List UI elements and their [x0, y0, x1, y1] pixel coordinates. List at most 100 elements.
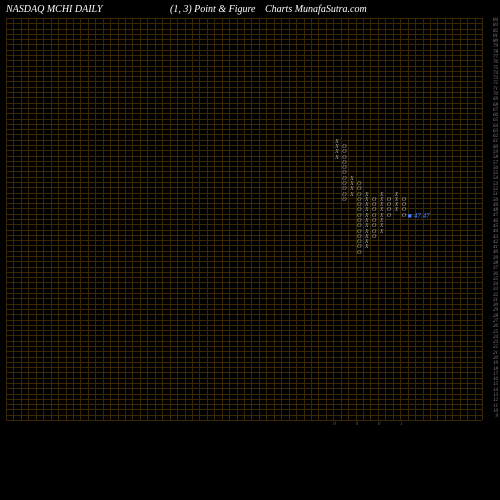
- y-axis-tick: 50: [484, 198, 498, 203]
- pnf-x-mark: X: [378, 214, 385, 219]
- y-axis-tick: 42: [484, 240, 498, 245]
- pnf-x-mark: X: [393, 208, 400, 213]
- pnf-x-mark: X: [378, 193, 385, 198]
- y-axis-tick: 79: [484, 44, 498, 49]
- y-axis-tick: 43: [484, 235, 498, 240]
- pnf-x-mark: X: [363, 208, 370, 213]
- pnf-x-mark: X: [378, 224, 385, 229]
- pnf-x-mark: X: [363, 193, 370, 198]
- y-axis-tick: 57: [484, 161, 498, 166]
- y-axis-tick: 52: [484, 187, 498, 192]
- y-axis-tick: 12: [484, 398, 498, 403]
- y-axis-tick: 63: [484, 129, 498, 134]
- y-axis-tick: 29: [484, 308, 498, 313]
- y-axis-tick: 55: [484, 171, 498, 176]
- y-axis-tick: 64: [484, 124, 498, 129]
- y-axis-tick: 58: [484, 155, 498, 160]
- x-axis-tick: 0: [378, 422, 381, 427]
- y-axis-tick: 25: [484, 330, 498, 335]
- pnf-o-mark: O: [385, 214, 392, 219]
- pnf-x-mark: X: [363, 230, 370, 235]
- x-axis-tick: 1: [400, 422, 403, 427]
- y-axis-tick: 34: [484, 282, 498, 287]
- y-axis-tick: 28: [484, 314, 498, 319]
- y-axis-tick: 22: [484, 345, 498, 350]
- current-price-marker: 47.47: [408, 212, 430, 220]
- pnf-o-mark: O: [370, 235, 377, 240]
- pnf-o-mark: O: [341, 198, 348, 203]
- y-axis-tick: 61: [484, 139, 498, 144]
- pnf-x-mark: X: [348, 182, 355, 187]
- pnf-x-mark: X: [378, 230, 385, 235]
- y-axis-tick: 21: [484, 351, 498, 356]
- y-axis-tick: 59: [484, 150, 498, 155]
- y-axis-tick: 66: [484, 113, 498, 118]
- pnf-x-mark: X: [363, 224, 370, 229]
- x-axis-labels: 0001: [6, 422, 482, 430]
- y-axis-tick: 78: [484, 50, 498, 55]
- y-axis-tick: 35: [484, 277, 498, 282]
- y-axis-tick: 74: [484, 71, 498, 76]
- chart-title: NASDAQ MCHI DAILY: [6, 4, 102, 15]
- y-axis-tick: 32: [484, 293, 498, 298]
- y-axis-tick: 36: [484, 272, 498, 277]
- y-axis-tick: 81: [484, 34, 498, 39]
- y-axis-tick: 49: [484, 203, 498, 208]
- pnf-x-mark: X: [393, 203, 400, 208]
- pnf-x-mark: X: [363, 219, 370, 224]
- pnf-x-mark: X: [348, 187, 355, 192]
- y-axis-tick: 9: [484, 414, 498, 419]
- y-axis-tick: 14: [484, 388, 498, 393]
- y-axis-tick: 10: [484, 409, 498, 414]
- pnf-x-mark: X: [363, 245, 370, 250]
- y-axis-tick: 75: [484, 66, 498, 71]
- y-axis-tick: 19: [484, 361, 498, 366]
- y-axis-tick: 17: [484, 372, 498, 377]
- pnf-x-mark: X: [363, 198, 370, 203]
- y-axis-tick: 68: [484, 103, 498, 108]
- y-axis-tick: 46: [484, 219, 498, 224]
- y-axis-tick: 16: [484, 377, 498, 382]
- y-axis-tick: 45: [484, 224, 498, 229]
- y-axis-tick: 39: [484, 256, 498, 261]
- y-axis-tick: 24: [484, 335, 498, 340]
- y-axis-tick: 73: [484, 76, 498, 81]
- pnf-x-mark: X: [378, 203, 385, 208]
- y-axis-tick: 77: [484, 55, 498, 60]
- y-axis-tick: 84: [484, 18, 498, 23]
- pnf-x-mark: X: [348, 193, 355, 198]
- y-axis-tick: 60: [484, 145, 498, 150]
- chart-grid: XXXXOOOOOOOOOOOXXXXOOOOOOOOOOOOOOXXXXXXX…: [6, 18, 482, 420]
- y-axis-tick: 71: [484, 87, 498, 92]
- pnf-x-mark: X: [363, 240, 370, 245]
- pnf-o-mark: O: [400, 214, 407, 219]
- y-axis-tick: 15: [484, 382, 498, 387]
- y-axis-tick: 53: [484, 182, 498, 187]
- y-axis-tick: 30: [484, 303, 498, 308]
- pnf-x-mark: X: [378, 198, 385, 203]
- y-axis-tick: 48: [484, 208, 498, 213]
- y-axis-tick: 83: [484, 23, 498, 28]
- pnf-o-mark: O: [356, 251, 363, 256]
- pnf-x-mark: X: [333, 140, 340, 145]
- pnf-x-mark: X: [333, 145, 340, 150]
- y-axis-tick: 41: [484, 245, 498, 250]
- y-axis-tick: 65: [484, 118, 498, 123]
- pnf-x-mark: X: [393, 193, 400, 198]
- pnf-x-mark: X: [363, 235, 370, 240]
- y-axis-tick: 72: [484, 81, 498, 86]
- y-axis-tick: 67: [484, 108, 498, 113]
- y-axis-tick: 33: [484, 287, 498, 292]
- pnf-x-mark: X: [348, 177, 355, 182]
- chart-params: (1, 3) Point & Figure: [170, 4, 255, 15]
- x-axis-tick: 0: [356, 422, 359, 427]
- y-axis-tick: 31: [484, 298, 498, 303]
- y-axis-tick: 40: [484, 250, 498, 255]
- y-axis-tick: 82: [484, 29, 498, 34]
- y-axis-labels: 8483828180797877767574737271706968676665…: [484, 18, 498, 420]
- y-axis-tick: 20: [484, 356, 498, 361]
- y-axis-tick: 27: [484, 319, 498, 324]
- y-axis-tick: 44: [484, 229, 498, 234]
- chart-header: NASDAQ MCHI DAILY (1, 3) Point & Figure …: [0, 4, 500, 15]
- y-axis-tick: 56: [484, 166, 498, 171]
